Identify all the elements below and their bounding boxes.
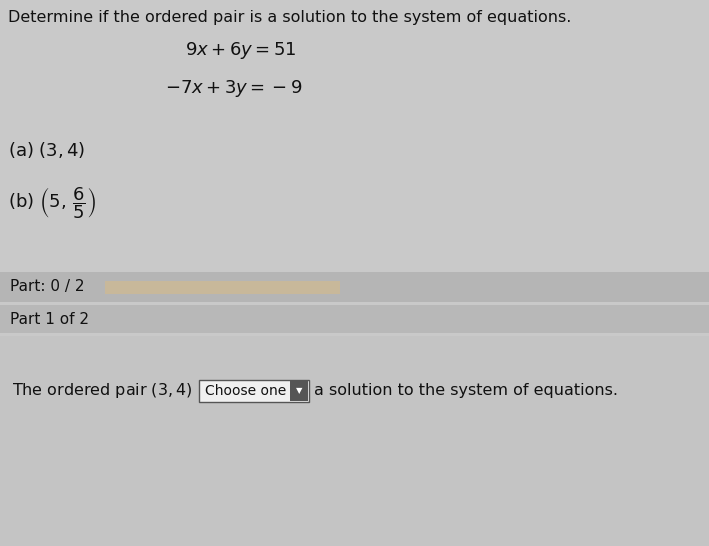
Text: (b) $\left(5,\,\dfrac{6}{5}\right)$: (b) $\left(5,\,\dfrac{6}{5}\right)$	[8, 185, 96, 221]
FancyBboxPatch shape	[290, 381, 308, 401]
Text: Part: 0 / 2: Part: 0 / 2	[10, 280, 84, 294]
Text: Choose one: Choose one	[205, 384, 286, 398]
FancyBboxPatch shape	[0, 336, 709, 546]
FancyBboxPatch shape	[199, 380, 309, 402]
Text: $-7x+3y=-9$: $-7x+3y=-9$	[165, 78, 303, 99]
FancyBboxPatch shape	[0, 305, 709, 333]
Text: a solution to the system of equations.: a solution to the system of equations.	[314, 383, 618, 399]
Text: Part 1 of 2: Part 1 of 2	[10, 312, 89, 327]
Text: (a) $(3, 4)$: (a) $(3, 4)$	[8, 140, 85, 160]
Text: $9x+6y=51$: $9x+6y=51$	[185, 40, 296, 61]
Text: Determine if the ordered pair is a solution to the system of equations.: Determine if the ordered pair is a solut…	[8, 10, 571, 25]
Text: ▼: ▼	[296, 387, 302, 395]
FancyBboxPatch shape	[0, 272, 709, 302]
FancyBboxPatch shape	[105, 281, 340, 294]
Text: The ordered pair $(3, 4)$: The ordered pair $(3, 4)$	[12, 382, 193, 401]
